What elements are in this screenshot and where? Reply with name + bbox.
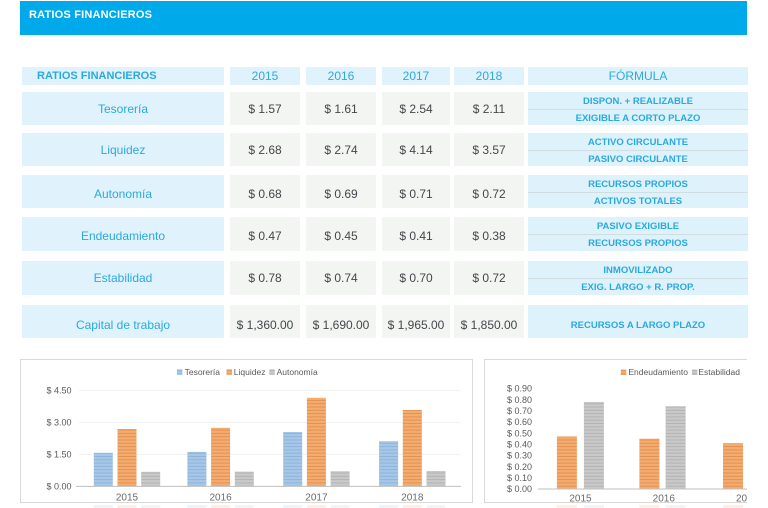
svg-text:$ 1.50: $ 1.50	[46, 450, 71, 460]
svg-text:2015: 2015	[569, 494, 592, 505]
svg-text:2017: 2017	[736, 494, 759, 505]
svg-text:$ 0.40: $ 0.40	[507, 440, 532, 450]
svg-text:Estabilidad: Estabilidad	[698, 367, 740, 377]
svg-text:2017: 2017	[305, 492, 328, 503]
svg-text:$ 0.70: $ 0.70	[507, 406, 532, 416]
svg-text:$ 0.80: $ 0.80	[507, 395, 532, 405]
svg-text:$ 0.10: $ 0.10	[507, 473, 532, 483]
svg-text:Tesorería: Tesorería	[185, 367, 221, 377]
svg-text:Endeudamiento: Endeudamiento	[628, 367, 688, 377]
svg-text:2016: 2016	[209, 492, 232, 503]
svg-text:$ 0.00: $ 0.00	[507, 484, 532, 494]
svg-text:$ 0.90: $ 0.90	[507, 384, 532, 394]
svg-text:$ 0.00: $ 0.00	[46, 482, 71, 492]
svg-text:$ 4.50: $ 4.50	[46, 385, 71, 395]
svg-text:2015: 2015	[116, 492, 139, 503]
svg-text:Liquidez: Liquidez	[234, 367, 266, 377]
svg-text:$ 0.20: $ 0.20	[507, 462, 532, 472]
svg-text:$ 3.00: $ 3.00	[46, 417, 71, 427]
svg-text:2016: 2016	[653, 494, 676, 505]
svg-text:2018: 2018	[401, 492, 424, 503]
svg-text:$ 0.50: $ 0.50	[507, 428, 532, 438]
svg-text:$ 0.30: $ 0.30	[507, 451, 532, 461]
svg-text:Autonomía: Autonomía	[277, 367, 318, 377]
svg-text:$ 0.60: $ 0.60	[507, 417, 532, 427]
